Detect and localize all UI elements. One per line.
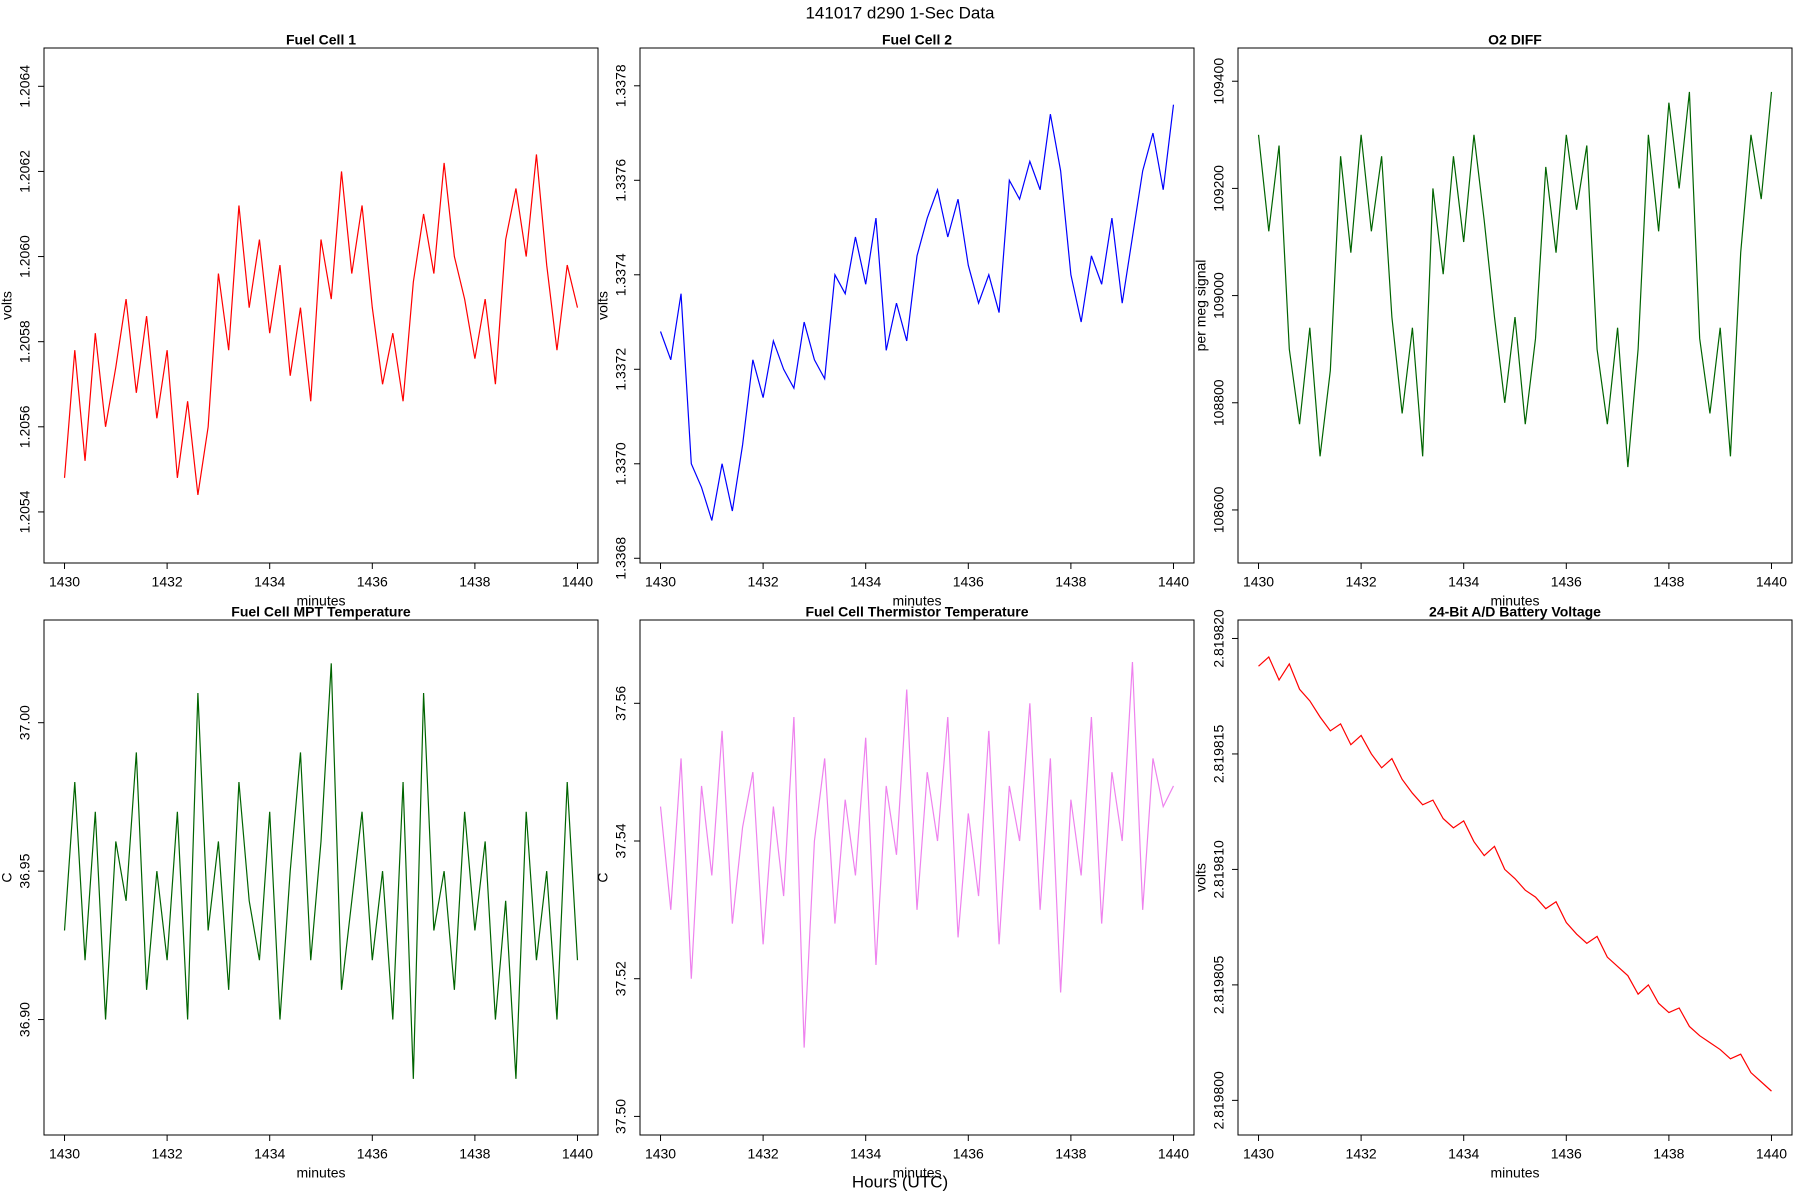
y-tick-label: 109000 bbox=[1211, 272, 1227, 319]
x-tick-label: 1438 bbox=[459, 1146, 490, 1162]
x-tick-label: 1432 bbox=[748, 574, 779, 590]
x-tick-label: 1432 bbox=[152, 574, 183, 590]
x-axis-label: minutes bbox=[296, 1165, 345, 1181]
y-tick-label: 37.56 bbox=[613, 686, 629, 721]
y-tick-label: 1.2060 bbox=[17, 235, 33, 278]
y-tick-label: 108600 bbox=[1211, 486, 1227, 533]
y-tick-label: 1.2056 bbox=[17, 405, 33, 448]
y-axis-label: per meg signal bbox=[1193, 260, 1209, 352]
y-tick-label: 37.54 bbox=[613, 823, 629, 858]
x-tick-label: 1440 bbox=[1158, 574, 1189, 590]
plot-frame bbox=[43, 619, 599, 1136]
y-tick-label: 2.819815 bbox=[1211, 725, 1227, 784]
x-tick-label: 1436 bbox=[1551, 1146, 1582, 1162]
y-tick-label: 1.3368 bbox=[613, 537, 629, 580]
x-tick-label: 1430 bbox=[645, 1146, 676, 1162]
x-tick-label: 1436 bbox=[953, 574, 984, 590]
y-tick-label: 2.819810 bbox=[1211, 840, 1227, 899]
x-axis-label: minutes bbox=[1490, 593, 1539, 609]
x-tick-label: 1438 bbox=[1055, 574, 1086, 590]
y-tick-label: 37.50 bbox=[613, 1099, 629, 1134]
x-tick-label: 1436 bbox=[357, 574, 388, 590]
chart-title: Fuel Cell Thermistor Temperature bbox=[805, 604, 1028, 620]
y-tick-label: 108800 bbox=[1211, 379, 1227, 426]
y-tick-label: 37.00 bbox=[17, 705, 33, 740]
x-tick-label: 1436 bbox=[1551, 574, 1582, 590]
x-axis-label: minutes bbox=[892, 1165, 941, 1181]
y-tick-label: 1.2062 bbox=[17, 150, 33, 193]
x-axis-label: minutes bbox=[1490, 1165, 1539, 1181]
x-axis-label: minutes bbox=[892, 593, 941, 609]
x-tick-label: 1432 bbox=[152, 1146, 183, 1162]
x-tick-label: 1430 bbox=[1243, 1146, 1274, 1162]
x-tick-label: 1430 bbox=[49, 1146, 80, 1162]
data-line bbox=[63, 663, 579, 1079]
y-axis-label: C bbox=[595, 872, 611, 882]
x-tick-label: 1440 bbox=[1756, 574, 1787, 590]
y-tick-label: 1.3378 bbox=[613, 64, 629, 107]
x-tick-label: 1436 bbox=[953, 1146, 984, 1162]
x-tick-label: 1430 bbox=[49, 574, 80, 590]
chart-title: 24-Bit A/D Battery Voltage bbox=[1429, 604, 1601, 620]
x-tick-label: 1430 bbox=[1243, 574, 1274, 590]
y-tick-label: 36.95 bbox=[17, 853, 33, 888]
y-tick-label: 2.819820 bbox=[1211, 609, 1227, 668]
data-line bbox=[63, 154, 579, 495]
chart-title: Fuel Cell 2 bbox=[882, 32, 952, 48]
data-line bbox=[659, 661, 1175, 1048]
x-tick-label: 1432 bbox=[1346, 1146, 1377, 1162]
y-tick-label: 1.3372 bbox=[613, 348, 629, 391]
y-tick-label: 1.2064 bbox=[17, 65, 33, 108]
y-axis-label: volts bbox=[1193, 863, 1209, 892]
x-tick-label: 1438 bbox=[459, 574, 490, 590]
plot-frame bbox=[639, 619, 1195, 1136]
y-tick-label: 37.52 bbox=[613, 961, 629, 996]
footer-label: Hours (UTC) bbox=[852, 1172, 948, 1191]
y-tick-label: 1.3370 bbox=[613, 442, 629, 485]
plot-frame bbox=[639, 47, 1195, 564]
y-axis-label: volts bbox=[595, 291, 611, 320]
x-tick-label: 1440 bbox=[1158, 1146, 1189, 1162]
y-tick-label: 109400 bbox=[1211, 58, 1227, 105]
y-tick-label: 1.2054 bbox=[17, 490, 33, 533]
x-axis-label: minutes bbox=[296, 593, 345, 609]
plot-frame bbox=[43, 47, 599, 564]
plot-frame bbox=[1237, 619, 1793, 1136]
x-tick-label: 1432 bbox=[748, 1146, 779, 1162]
y-tick-label: 1.3374 bbox=[613, 253, 629, 296]
y-tick-label: 2.819805 bbox=[1211, 955, 1227, 1014]
x-tick-label: 1432 bbox=[1346, 574, 1377, 590]
x-tick-label: 1434 bbox=[1448, 574, 1479, 590]
y-axis-label: C bbox=[0, 872, 15, 882]
y-axis-label: volts bbox=[0, 291, 15, 320]
x-tick-label: 1434 bbox=[850, 1146, 881, 1162]
x-tick-label: 1438 bbox=[1653, 1146, 1684, 1162]
data-line bbox=[1258, 655, 1772, 1092]
plot-frame bbox=[1237, 47, 1793, 564]
y-tick-label: 36.90 bbox=[17, 1002, 33, 1037]
y-tick-label: 1.2058 bbox=[17, 320, 33, 363]
x-tick-label: 1440 bbox=[562, 574, 593, 590]
x-tick-label: 1438 bbox=[1653, 574, 1684, 590]
x-tick-label: 1440 bbox=[1756, 1146, 1787, 1162]
x-tick-label: 1440 bbox=[562, 1146, 593, 1162]
x-tick-label: 1436 bbox=[357, 1146, 388, 1162]
x-tick-label: 1434 bbox=[254, 574, 285, 590]
x-tick-label: 1434 bbox=[850, 574, 881, 590]
x-tick-label: 1434 bbox=[1448, 1146, 1479, 1162]
page-title: 141017 d290 1-Sec Data bbox=[805, 3, 995, 22]
data-line bbox=[659, 104, 1175, 521]
x-tick-label: 1430 bbox=[645, 574, 676, 590]
chart-title: O2 DIFF bbox=[1488, 32, 1542, 48]
chart-title: Fuel Cell 1 bbox=[286, 32, 356, 48]
chart-title: Fuel Cell MPT Temperature bbox=[231, 604, 411, 620]
y-tick-label: 109200 bbox=[1211, 165, 1227, 212]
data-line bbox=[1257, 91, 1773, 468]
x-tick-label: 1438 bbox=[1055, 1146, 1086, 1162]
x-tick-label: 1434 bbox=[254, 1146, 285, 1162]
y-tick-label: 1.3376 bbox=[613, 159, 629, 202]
y-tick-label: 2.819800 bbox=[1211, 1071, 1227, 1130]
